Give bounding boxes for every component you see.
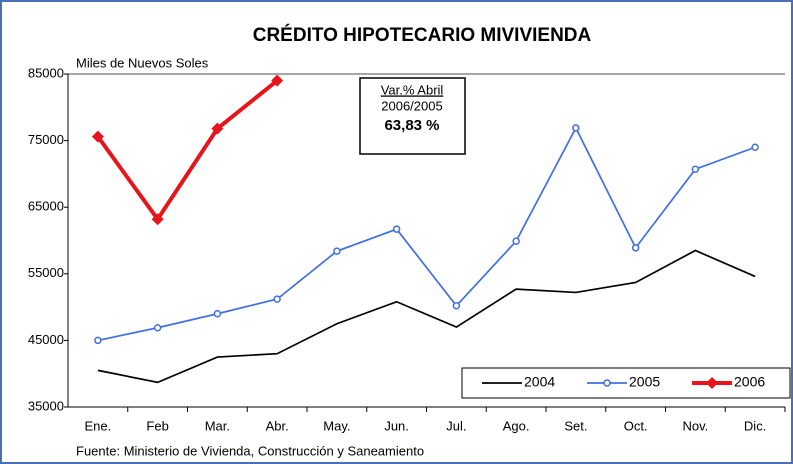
legend-label: 2005 bbox=[629, 374, 660, 390]
x-tick-label: Oct. bbox=[624, 418, 648, 433]
point bbox=[333, 247, 341, 255]
point bbox=[512, 237, 520, 245]
x-tick-label: Ene. bbox=[85, 418, 112, 433]
point bbox=[151, 213, 164, 226]
x-tick-label: Feb bbox=[146, 418, 168, 433]
point bbox=[94, 336, 102, 345]
point bbox=[751, 143, 759, 152]
series-line bbox=[97, 249, 756, 384]
x-tick-label: Abr. bbox=[266, 418, 289, 433]
x-tick-label: May. bbox=[323, 418, 350, 433]
series-line bbox=[96, 79, 279, 223]
point bbox=[211, 122, 224, 135]
annotation-line: 2006/2005 bbox=[381, 98, 442, 113]
y-tick-label: 75000 bbox=[28, 132, 64, 147]
y-tick-label: 35000 bbox=[28, 398, 64, 413]
chart-title: CRÉDITO HIPOTECARIO MIVIVIENDA bbox=[253, 24, 592, 46]
x-tick-label: Set. bbox=[564, 418, 587, 433]
point bbox=[691, 165, 700, 173]
y-tick-label: 85000 bbox=[28, 65, 64, 80]
point bbox=[213, 310, 222, 318]
point bbox=[452, 302, 461, 310]
series-line bbox=[97, 126, 756, 342]
point bbox=[392, 225, 401, 233]
y-axis-label: Miles de Nuevos Soles bbox=[76, 55, 209, 70]
point bbox=[91, 130, 104, 143]
y-tick-label: 45000 bbox=[28, 332, 64, 347]
source: Fuente: Ministerio de Vivienda, Construc… bbox=[76, 443, 424, 458]
point bbox=[572, 124, 580, 132]
x-tick-label: Dic. bbox=[744, 418, 766, 433]
y-tick-label: 65000 bbox=[28, 199, 64, 214]
legend-label: 2006 bbox=[734, 374, 765, 390]
x-tick-label: Jul. bbox=[446, 418, 466, 433]
annotation-box bbox=[359, 77, 466, 155]
legend-marker bbox=[603, 379, 611, 387]
annotation-line: 63,83 % bbox=[384, 117, 439, 134]
point bbox=[271, 74, 284, 87]
x-tick-label: Nov. bbox=[682, 418, 708, 433]
x-tick-label: Jun. bbox=[384, 418, 409, 433]
y-tick-label: 55000 bbox=[28, 265, 64, 280]
annotation-line: Var.% Abril bbox=[381, 82, 444, 97]
point bbox=[153, 323, 162, 332]
legend-label: 2004 bbox=[524, 374, 555, 390]
legend-marker bbox=[706, 377, 718, 389]
x-tick-label: Mar. bbox=[205, 418, 230, 433]
x-tick-label: Ago. bbox=[503, 418, 530, 433]
point bbox=[273, 295, 281, 303]
point bbox=[631, 244, 640, 252]
